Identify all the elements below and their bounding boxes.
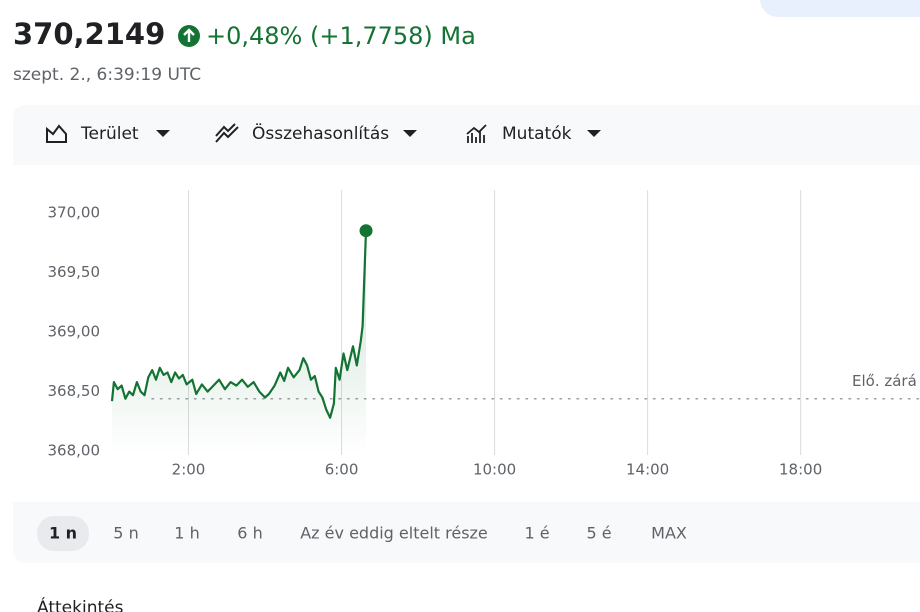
prev-close-label: Elő. zárá [852, 372, 917, 390]
section-title: Áttekintés [37, 596, 124, 612]
toolbar [46, 123, 601, 143]
price: 370,2149 [13, 17, 165, 51]
x-tick-label: 2:00 [172, 461, 206, 479]
range-selected-bg [37, 516, 89, 551]
range-button[interactable]: 5 n [113, 524, 138, 543]
toolbar-button[interactable]: Összehasonlítás [252, 122, 389, 144]
range-button[interactable]: 1 n [49, 524, 77, 543]
up-icon [178, 25, 200, 47]
price-line [110, 230, 368, 419]
range-button[interactable]: MAX [651, 524, 687, 543]
y-tick-label: 368,00 [48, 442, 101, 460]
change: +0,48% (+1,7758) Ma [206, 22, 476, 50]
x-tick-label: 10:00 [473, 461, 516, 479]
x-tick-label: 14:00 [626, 461, 669, 479]
toolbar-button[interactable]: Mutatók [502, 124, 572, 144]
range-button[interactable]: 6 h [237, 524, 262, 543]
y-tick-label: 370,00 [48, 203, 101, 221]
top-pill [760, 0, 920, 17]
range-button[interactable]: 1 é [524, 524, 549, 543]
y-tick-label: 369,00 [48, 323, 101, 341]
area [112, 230, 367, 455]
timestamp: szept. 2., 6:39:19 UTC [13, 65, 201, 85]
y-tick-label: 368,50 [48, 382, 101, 400]
range-button[interactable]: 5 é [586, 524, 611, 543]
x-tick-label: 18:00 [779, 461, 822, 479]
x-tick-label: 6:00 [325, 461, 359, 479]
toolbar-button[interactable]: Terület [80, 124, 139, 144]
y-tick-label: 369,50 [48, 263, 101, 281]
range-button[interactable]: Az év eddig eltelt része [300, 524, 488, 543]
range-button[interactable]: 1 h [174, 524, 199, 543]
last-point [359, 224, 373, 238]
